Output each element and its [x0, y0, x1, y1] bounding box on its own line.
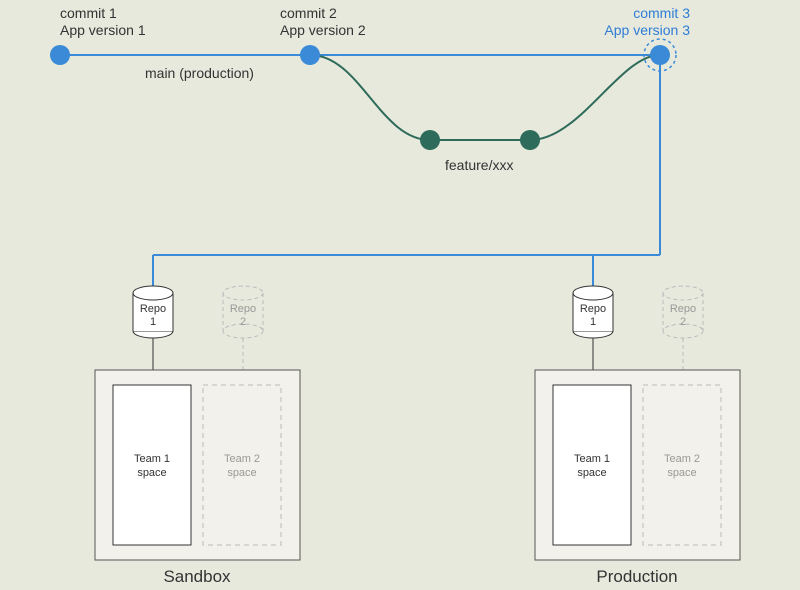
main-branch-label: main (production): [145, 65, 254, 81]
prod-repo2-num: 2: [680, 316, 686, 328]
prod-team1-l2: space: [577, 467, 606, 479]
commit3-line1: commit 3: [633, 5, 690, 21]
commit1-line2: App version 1: [60, 22, 146, 38]
sandbox-team1-l1: Team 1: [134, 453, 170, 465]
diagram-canvas: commit 1 App version 1 commit 2 App vers…: [0, 0, 800, 590]
sandbox-repo1-label: Repo: [140, 303, 166, 315]
sandbox-repo2-label: Repo: [230, 303, 256, 315]
prod-repo2-label: Repo: [670, 303, 696, 315]
commit3-line2: App version 3: [604, 22, 690, 38]
sandbox-repo1-num: 1: [150, 316, 156, 328]
prod-team1-l1: Team 1: [574, 453, 610, 465]
sandbox-team1-l2: space: [137, 467, 166, 479]
commit2-node: [300, 45, 320, 65]
feature-branch-out: [310, 55, 430, 140]
sandbox-label: Sandbox: [163, 567, 231, 586]
feature-branch-merge: [530, 55, 660, 140]
sandbox-team1-box: [113, 385, 191, 545]
feature-node-1: [420, 130, 440, 150]
sandbox-team2-l2: space: [227, 467, 256, 479]
prod-label: Production: [596, 567, 677, 586]
prod-team2-l2: space: [667, 467, 696, 479]
commit2-line2: App version 2: [280, 22, 366, 38]
sandbox-team2-l1: Team 2: [224, 453, 260, 465]
sandbox-repo1: Repo 1: [133, 286, 173, 338]
prod-repo1-label: Repo: [580, 303, 606, 315]
commit3-node: [650, 45, 670, 65]
prod-repo1-num: 1: [590, 316, 596, 328]
commit2-line1: commit 2: [280, 5, 337, 21]
commit1-node: [50, 45, 70, 65]
sandbox-repo2: Repo 2: [223, 286, 263, 338]
prod-repo1: Repo 1: [573, 286, 613, 338]
sandbox-repo2-num: 2: [240, 316, 246, 328]
prod-repo2: Repo 2: [663, 286, 703, 338]
prod-team2-l1: Team 2: [664, 453, 700, 465]
feature-node-2: [520, 130, 540, 150]
prod-team1-box: [553, 385, 631, 545]
commit1-line1: commit 1: [60, 5, 117, 21]
feature-branch-label: feature/xxx: [445, 157, 513, 173]
